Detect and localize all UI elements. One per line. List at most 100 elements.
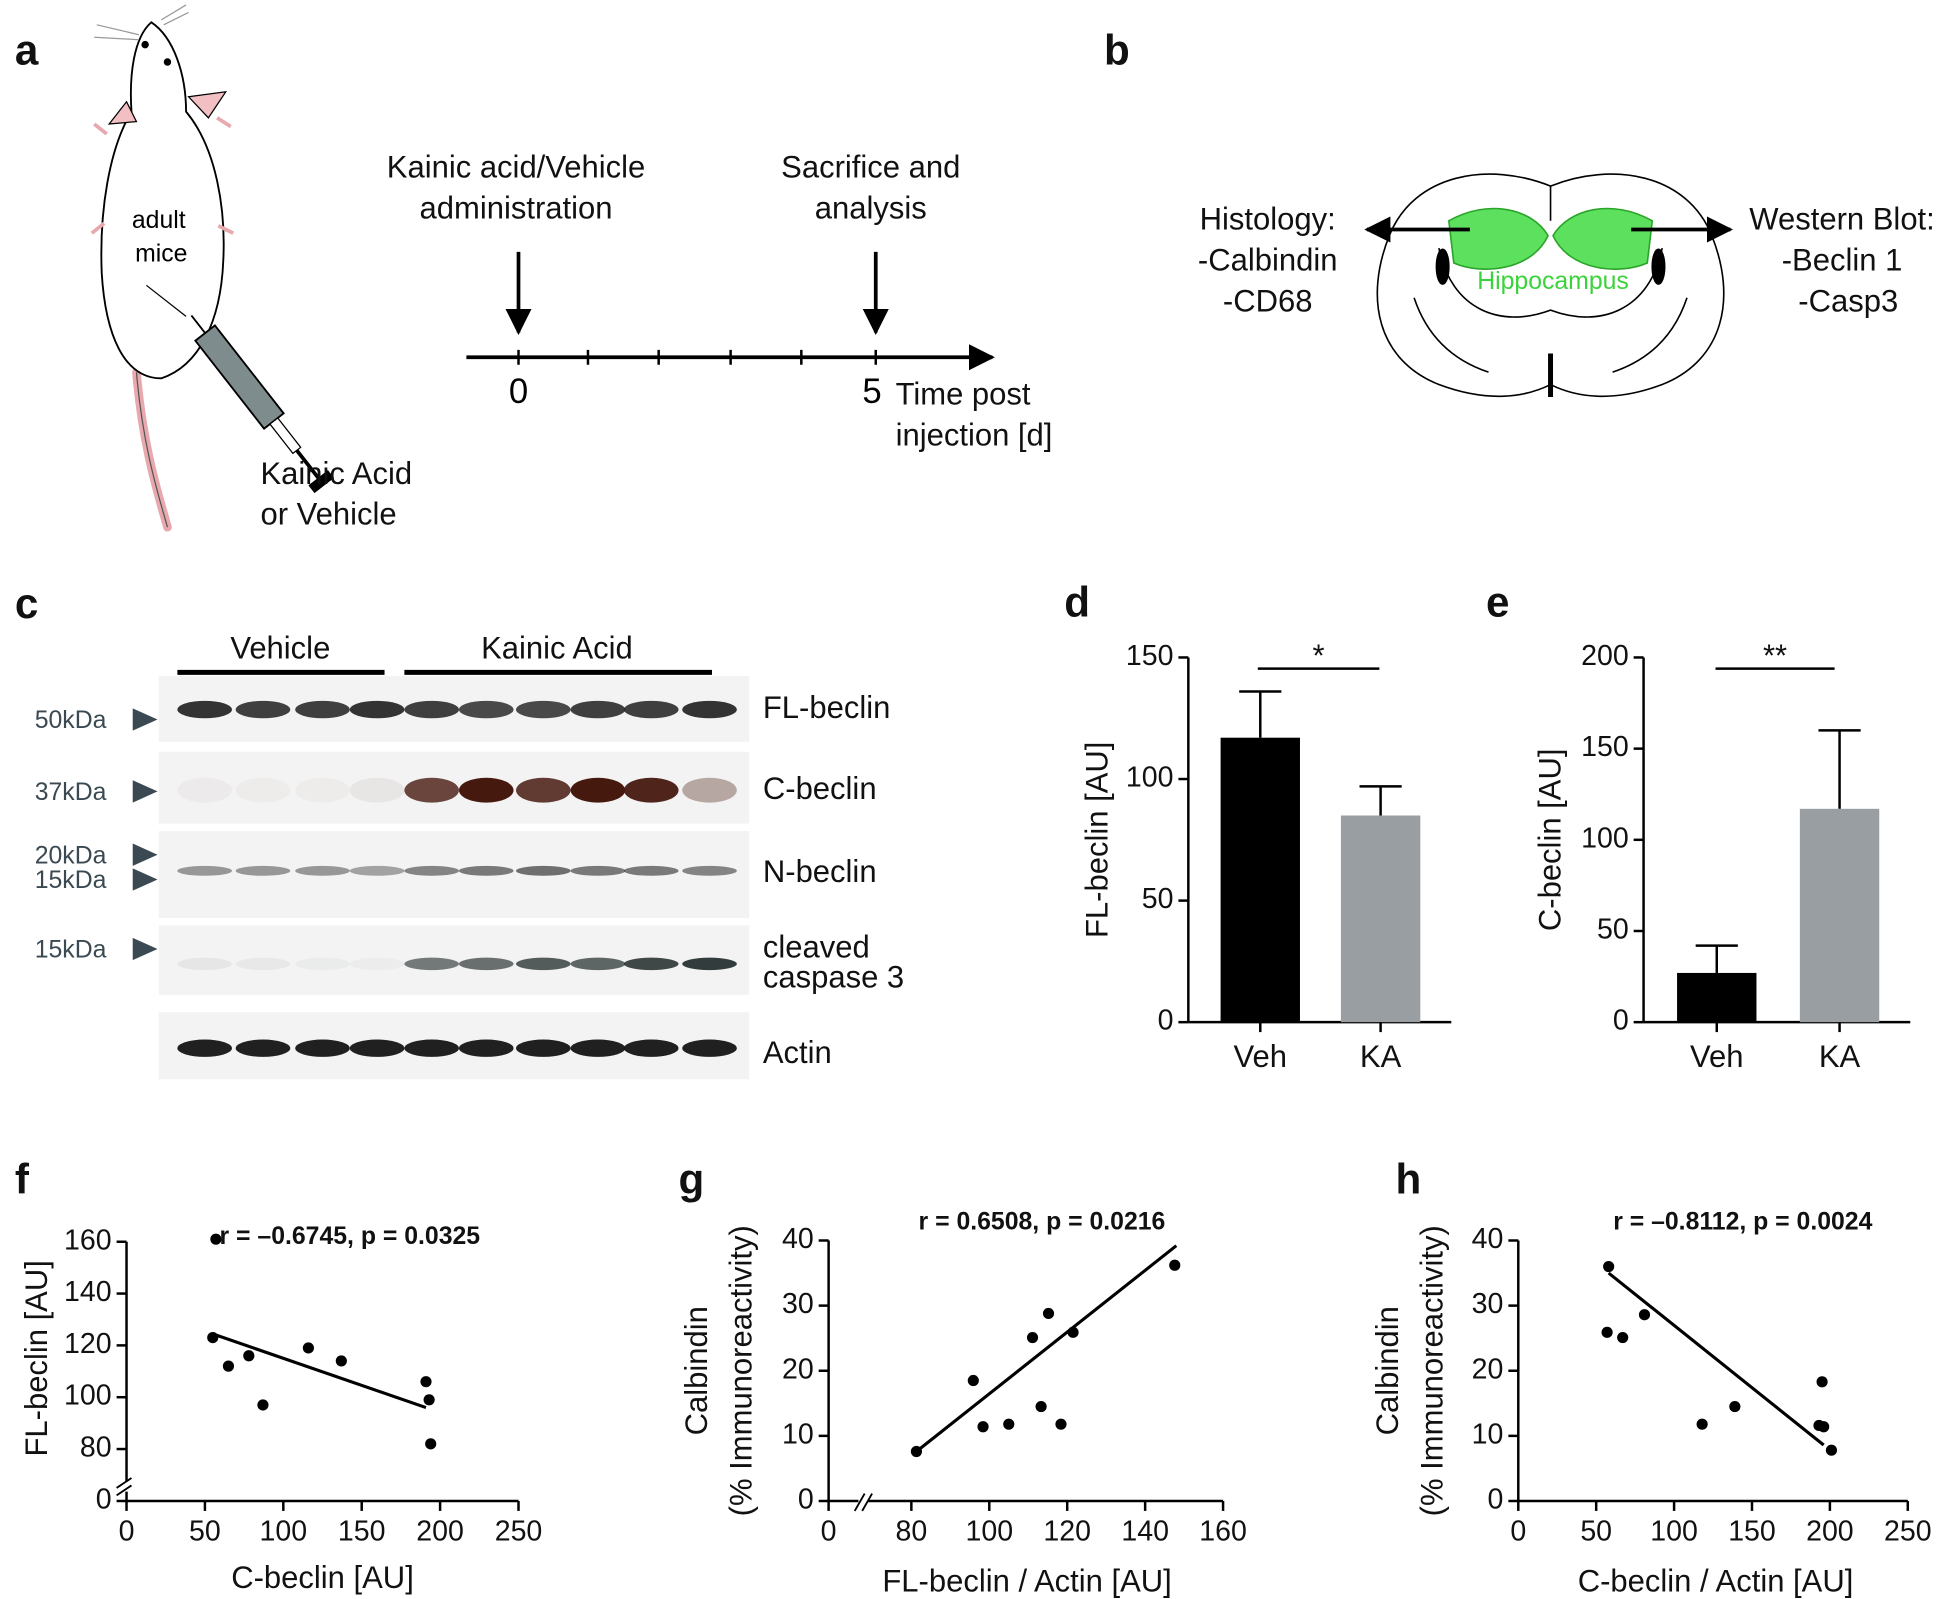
y-tick-label: 50 [1142,883,1174,915]
y-tick-label: 40 [782,1223,814,1255]
y-tick-label: 10 [1472,1418,1504,1450]
y-tick-label: 0 [1613,1005,1629,1037]
chart-title: r = –0.8112, p = 0.0024 [1613,1208,1872,1235]
x-tick-label: 200 [1806,1516,1854,1548]
band [177,865,232,876]
axis-break [853,1493,873,1512]
western-label: Western Blot: [1749,201,1935,236]
y-axis-label: Calbindin [679,1306,714,1435]
kda-marker: 15kDa [35,937,107,964]
band [570,1039,626,1057]
data-point [243,1350,255,1362]
fit-line [215,1333,427,1410]
group-label: Kainic Acid [481,631,633,666]
band [623,957,679,971]
x-tick-label: 50 [189,1516,221,1548]
y-tick-label: 100 [1581,822,1629,854]
event-label: administration [420,190,613,225]
panel-letter: g [679,1155,705,1202]
band [570,957,626,971]
band [349,700,405,719]
band [295,700,350,719]
band [177,1039,232,1057]
data-point [1818,1421,1830,1433]
group-label: Vehicle [230,631,330,666]
band [404,700,459,719]
panel-letter: d [1064,579,1090,626]
band [177,957,232,971]
blot-name: cleaved [763,930,870,965]
mouse-label: adult [132,207,186,234]
y-tick-label: 20 [1472,1353,1504,1385]
data-point [910,1445,923,1458]
band [350,958,405,970]
band [682,865,737,876]
data-point [420,1376,432,1388]
data-point [1042,1307,1055,1320]
y-axis-label: FL-beclin [AU] [1080,742,1115,938]
day-label: 0 [509,373,528,411]
band [295,957,350,971]
axis-label: injection [d] [896,417,1053,452]
band [623,865,679,876]
marker-arrow [132,780,158,803]
band [177,700,232,719]
injection-label: Kainic Acid [260,456,412,491]
band [516,957,571,971]
axis-label: Time post [896,376,1031,411]
fit-line [1607,1271,1825,1447]
kda-marker: 50kDa [35,707,107,734]
histology-label: -CD68 [1223,283,1313,318]
y-axis-label: FL-beclin [AU] [19,1260,54,1456]
band [235,700,291,719]
data-point [1169,1259,1181,1271]
data-point [207,1332,219,1344]
mouse-illustration [90,4,335,532]
x-tick-label: 100 [1650,1516,1698,1548]
y-tick-label: 10 [782,1418,814,1450]
kda-marker: 20kDa [35,842,107,869]
chart-title: r = 0.6508, p = 0.0216 [919,1208,1166,1235]
y-tick-label: 40 [1472,1223,1504,1255]
blot-name: Actin [763,1035,832,1070]
y-tick-label: 20 [782,1353,814,1385]
event-label: Kainic acid/Vehicle [387,149,645,184]
y-tick-label: 160 [64,1224,112,1256]
data-point [1825,1444,1838,1456]
event-label: Sacrifice and [781,149,960,184]
blot-name: FL-beclin [763,690,890,725]
band [516,1039,571,1057]
data-point [210,1233,222,1245]
x-tick-label: 140 [1121,1516,1169,1548]
data-point [257,1399,269,1411]
axis-break [116,1481,137,1492]
y-axis-label: Calbindin [1370,1306,1405,1435]
x-tick-label: 150 [1728,1516,1776,1548]
x-tick-label: 200 [416,1516,464,1548]
band [623,1039,679,1057]
fit-line [915,1244,1178,1453]
band [295,1039,350,1057]
x-tick-label: 0 [1510,1516,1526,1548]
y-tick-label: 50 [1597,914,1629,946]
band [404,777,459,803]
blot-name: N-beclin [763,854,877,889]
y-tick-label: 150 [1126,640,1174,672]
brain-section [1376,173,1725,398]
western-blot [158,676,750,1080]
y-tick-label: 0 [798,1484,814,1516]
data-point [1816,1376,1828,1388]
band [623,700,679,719]
kda-marker: 15kDa [35,867,107,894]
x-tick-label: 160 [1199,1516,1247,1548]
panel-letter: c [15,580,38,627]
significance: ** [1763,638,1787,673]
chart-title: r = –0.6745, p = 0.0325 [220,1223,481,1250]
day-label: 5 [862,373,881,411]
band [404,865,459,876]
data-point [302,1342,314,1354]
x-tick-label: KA [1360,1039,1402,1074]
band [516,700,571,719]
band [458,1039,514,1057]
data-point [423,1394,435,1406]
